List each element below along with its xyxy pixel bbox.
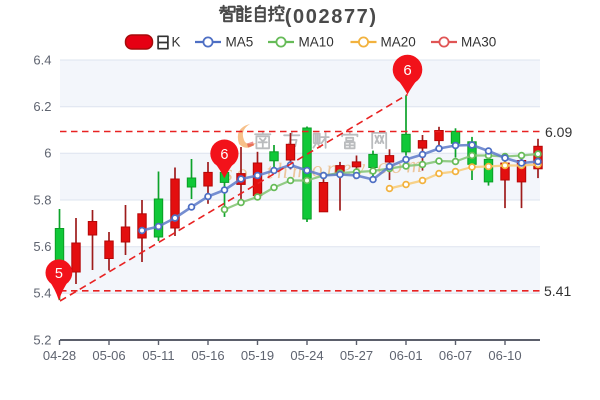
svg-text:MA20: MA20 [381, 35, 416, 50]
svg-text:5.8: 5.8 [33, 192, 51, 207]
svg-text:5.6: 5.6 [33, 239, 51, 254]
svg-text:(002877): (002877) [285, 6, 378, 28]
svg-text:06-07: 06-07 [439, 348, 472, 363]
svg-text:6.4: 6.4 [33, 52, 51, 67]
svg-text:6: 6 [220, 147, 228, 163]
svg-text:MA5: MA5 [226, 35, 254, 50]
svg-text:5.4: 5.4 [33, 286, 51, 301]
svg-text:6: 6 [44, 146, 51, 161]
svg-text:MA10: MA10 [299, 35, 334, 50]
svg-text:05-16: 05-16 [191, 348, 224, 363]
svg-text:05-27: 05-27 [340, 348, 373, 363]
svg-text:5.2: 5.2 [33, 332, 51, 347]
svg-text:6: 6 [403, 62, 411, 79]
svg-text:K: K [172, 35, 181, 50]
svg-text:MA30: MA30 [461, 35, 496, 50]
svg-text:5: 5 [55, 266, 63, 282]
svg-text:06-10: 06-10 [488, 348, 521, 363]
svg-text:06-01: 06-01 [389, 348, 422, 363]
svg-text:05-19: 05-19 [241, 348, 274, 363]
svg-text:5.41: 5.41 [544, 283, 571, 299]
svg-text:04-28: 04-28 [43, 348, 76, 363]
svg-text:05-11: 05-11 [142, 348, 174, 363]
svg-text:6.09: 6.09 [545, 124, 572, 140]
svg-text:05-06: 05-06 [92, 348, 125, 363]
svg-text:05-24: 05-24 [290, 348, 323, 363]
svg-text:6.2: 6.2 [33, 99, 51, 114]
